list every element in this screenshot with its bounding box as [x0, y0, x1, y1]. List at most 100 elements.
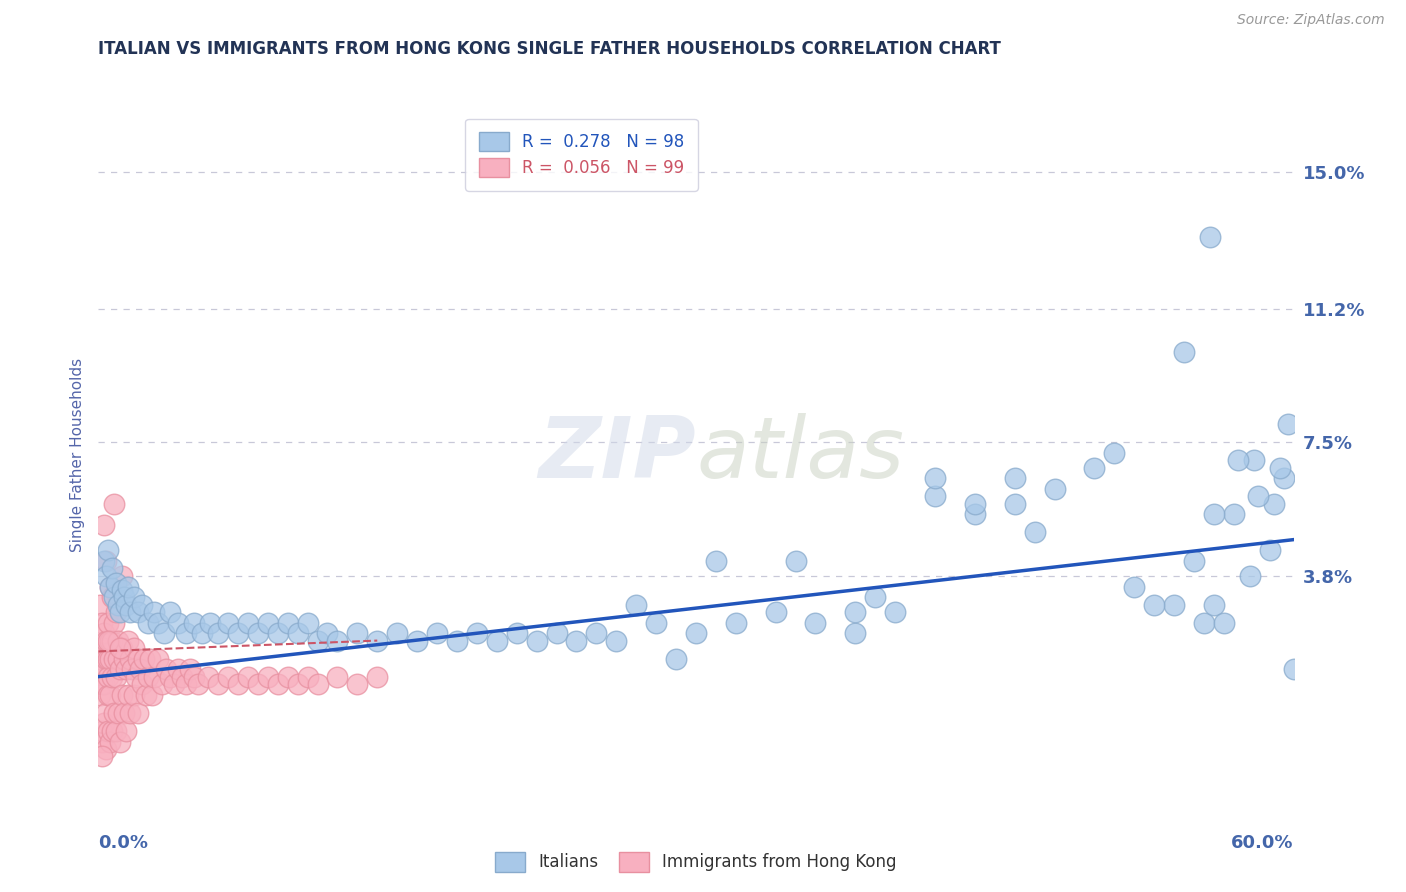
Text: 60.0%: 60.0%: [1232, 834, 1294, 852]
Point: [159, 605, 181, 619]
Point: [105, 670, 128, 684]
Point: [93, 518, 115, 533]
Point: [207, 677, 229, 691]
Point: [485, 633, 508, 648]
Point: [963, 508, 986, 522]
Point: [159, 670, 181, 684]
Point: [804, 615, 827, 630]
Point: [446, 633, 468, 648]
Point: [105, 605, 128, 619]
Point: [307, 633, 329, 648]
Point: [91, 723, 114, 738]
Point: [120, 706, 142, 720]
Point: [1243, 453, 1265, 467]
Text: ITALIAN VS IMMIGRANTS FROM HONG KONG SINGLE FATHER HOUSEHOLDS CORRELATION CHART: ITALIAN VS IMMIGRANTS FROM HONG KONG SIN…: [98, 40, 1001, 58]
Point: [93, 554, 115, 568]
Point: [1282, 662, 1305, 676]
Point: [96, 741, 118, 756]
Point: [226, 626, 249, 640]
Point: [624, 598, 647, 612]
Legend: Italians, Immigrants from Hong Kong: Italians, Immigrants from Hong Kong: [482, 839, 910, 885]
Point: [1123, 580, 1146, 594]
Point: [97, 615, 120, 630]
Point: [124, 688, 146, 702]
Point: [1202, 598, 1225, 612]
Point: [685, 626, 707, 640]
Point: [96, 568, 118, 582]
Point: [704, 554, 727, 568]
Point: [127, 605, 149, 619]
Point: [172, 670, 194, 684]
Point: [346, 626, 368, 640]
Point: [346, 677, 368, 691]
Point: [103, 497, 125, 511]
Point: [97, 543, 120, 558]
Point: [139, 651, 162, 665]
Point: [1004, 497, 1026, 511]
Point: [89, 598, 111, 612]
Point: [1226, 453, 1249, 467]
Point: [167, 615, 190, 630]
Point: [112, 706, 135, 720]
Point: [111, 688, 134, 702]
Point: [110, 640, 132, 655]
Point: [93, 716, 115, 731]
Point: [277, 615, 299, 630]
Point: [131, 677, 153, 691]
Point: [120, 605, 142, 619]
Point: [117, 688, 139, 702]
Point: [844, 605, 866, 619]
Point: [1222, 508, 1246, 522]
Point: [1272, 471, 1295, 485]
Point: [1192, 615, 1215, 630]
Point: [198, 615, 221, 630]
Point: [1102, 446, 1125, 460]
Point: [103, 591, 125, 605]
Text: Source: ZipAtlas.com: Source: ZipAtlas.com: [1237, 13, 1385, 28]
Point: [98, 651, 122, 665]
Point: [117, 580, 139, 594]
Point: [105, 723, 128, 738]
Point: [924, 489, 946, 503]
Point: [267, 626, 290, 640]
Point: [143, 605, 166, 619]
Point: [148, 615, 170, 630]
Point: [1143, 598, 1166, 612]
Point: [465, 626, 488, 640]
Point: [93, 640, 115, 655]
Point: [174, 626, 197, 640]
Point: [1024, 525, 1046, 540]
Point: [785, 554, 807, 568]
Point: [135, 688, 157, 702]
Point: [93, 677, 115, 691]
Point: [96, 554, 118, 568]
Point: [107, 651, 129, 665]
Point: [1202, 508, 1225, 522]
Point: [207, 626, 229, 640]
Point: [1263, 497, 1285, 511]
Point: [107, 706, 129, 720]
Point: [366, 633, 388, 648]
Point: [101, 723, 124, 738]
Point: [112, 651, 135, 665]
Point: [101, 591, 124, 605]
Point: [101, 561, 124, 575]
Point: [506, 626, 529, 640]
Point: [526, 633, 548, 648]
Point: [1268, 460, 1291, 475]
Point: [96, 706, 118, 720]
Point: [863, 591, 886, 605]
Point: [127, 706, 149, 720]
Point: [1083, 460, 1105, 475]
Point: [143, 670, 166, 684]
Point: [129, 662, 152, 676]
Point: [97, 633, 120, 648]
Point: [103, 651, 125, 665]
Point: [89, 688, 111, 702]
Point: [226, 677, 249, 691]
Point: [1163, 598, 1185, 612]
Point: [217, 670, 239, 684]
Point: [136, 615, 159, 630]
Point: [565, 633, 588, 648]
Point: [277, 670, 299, 684]
